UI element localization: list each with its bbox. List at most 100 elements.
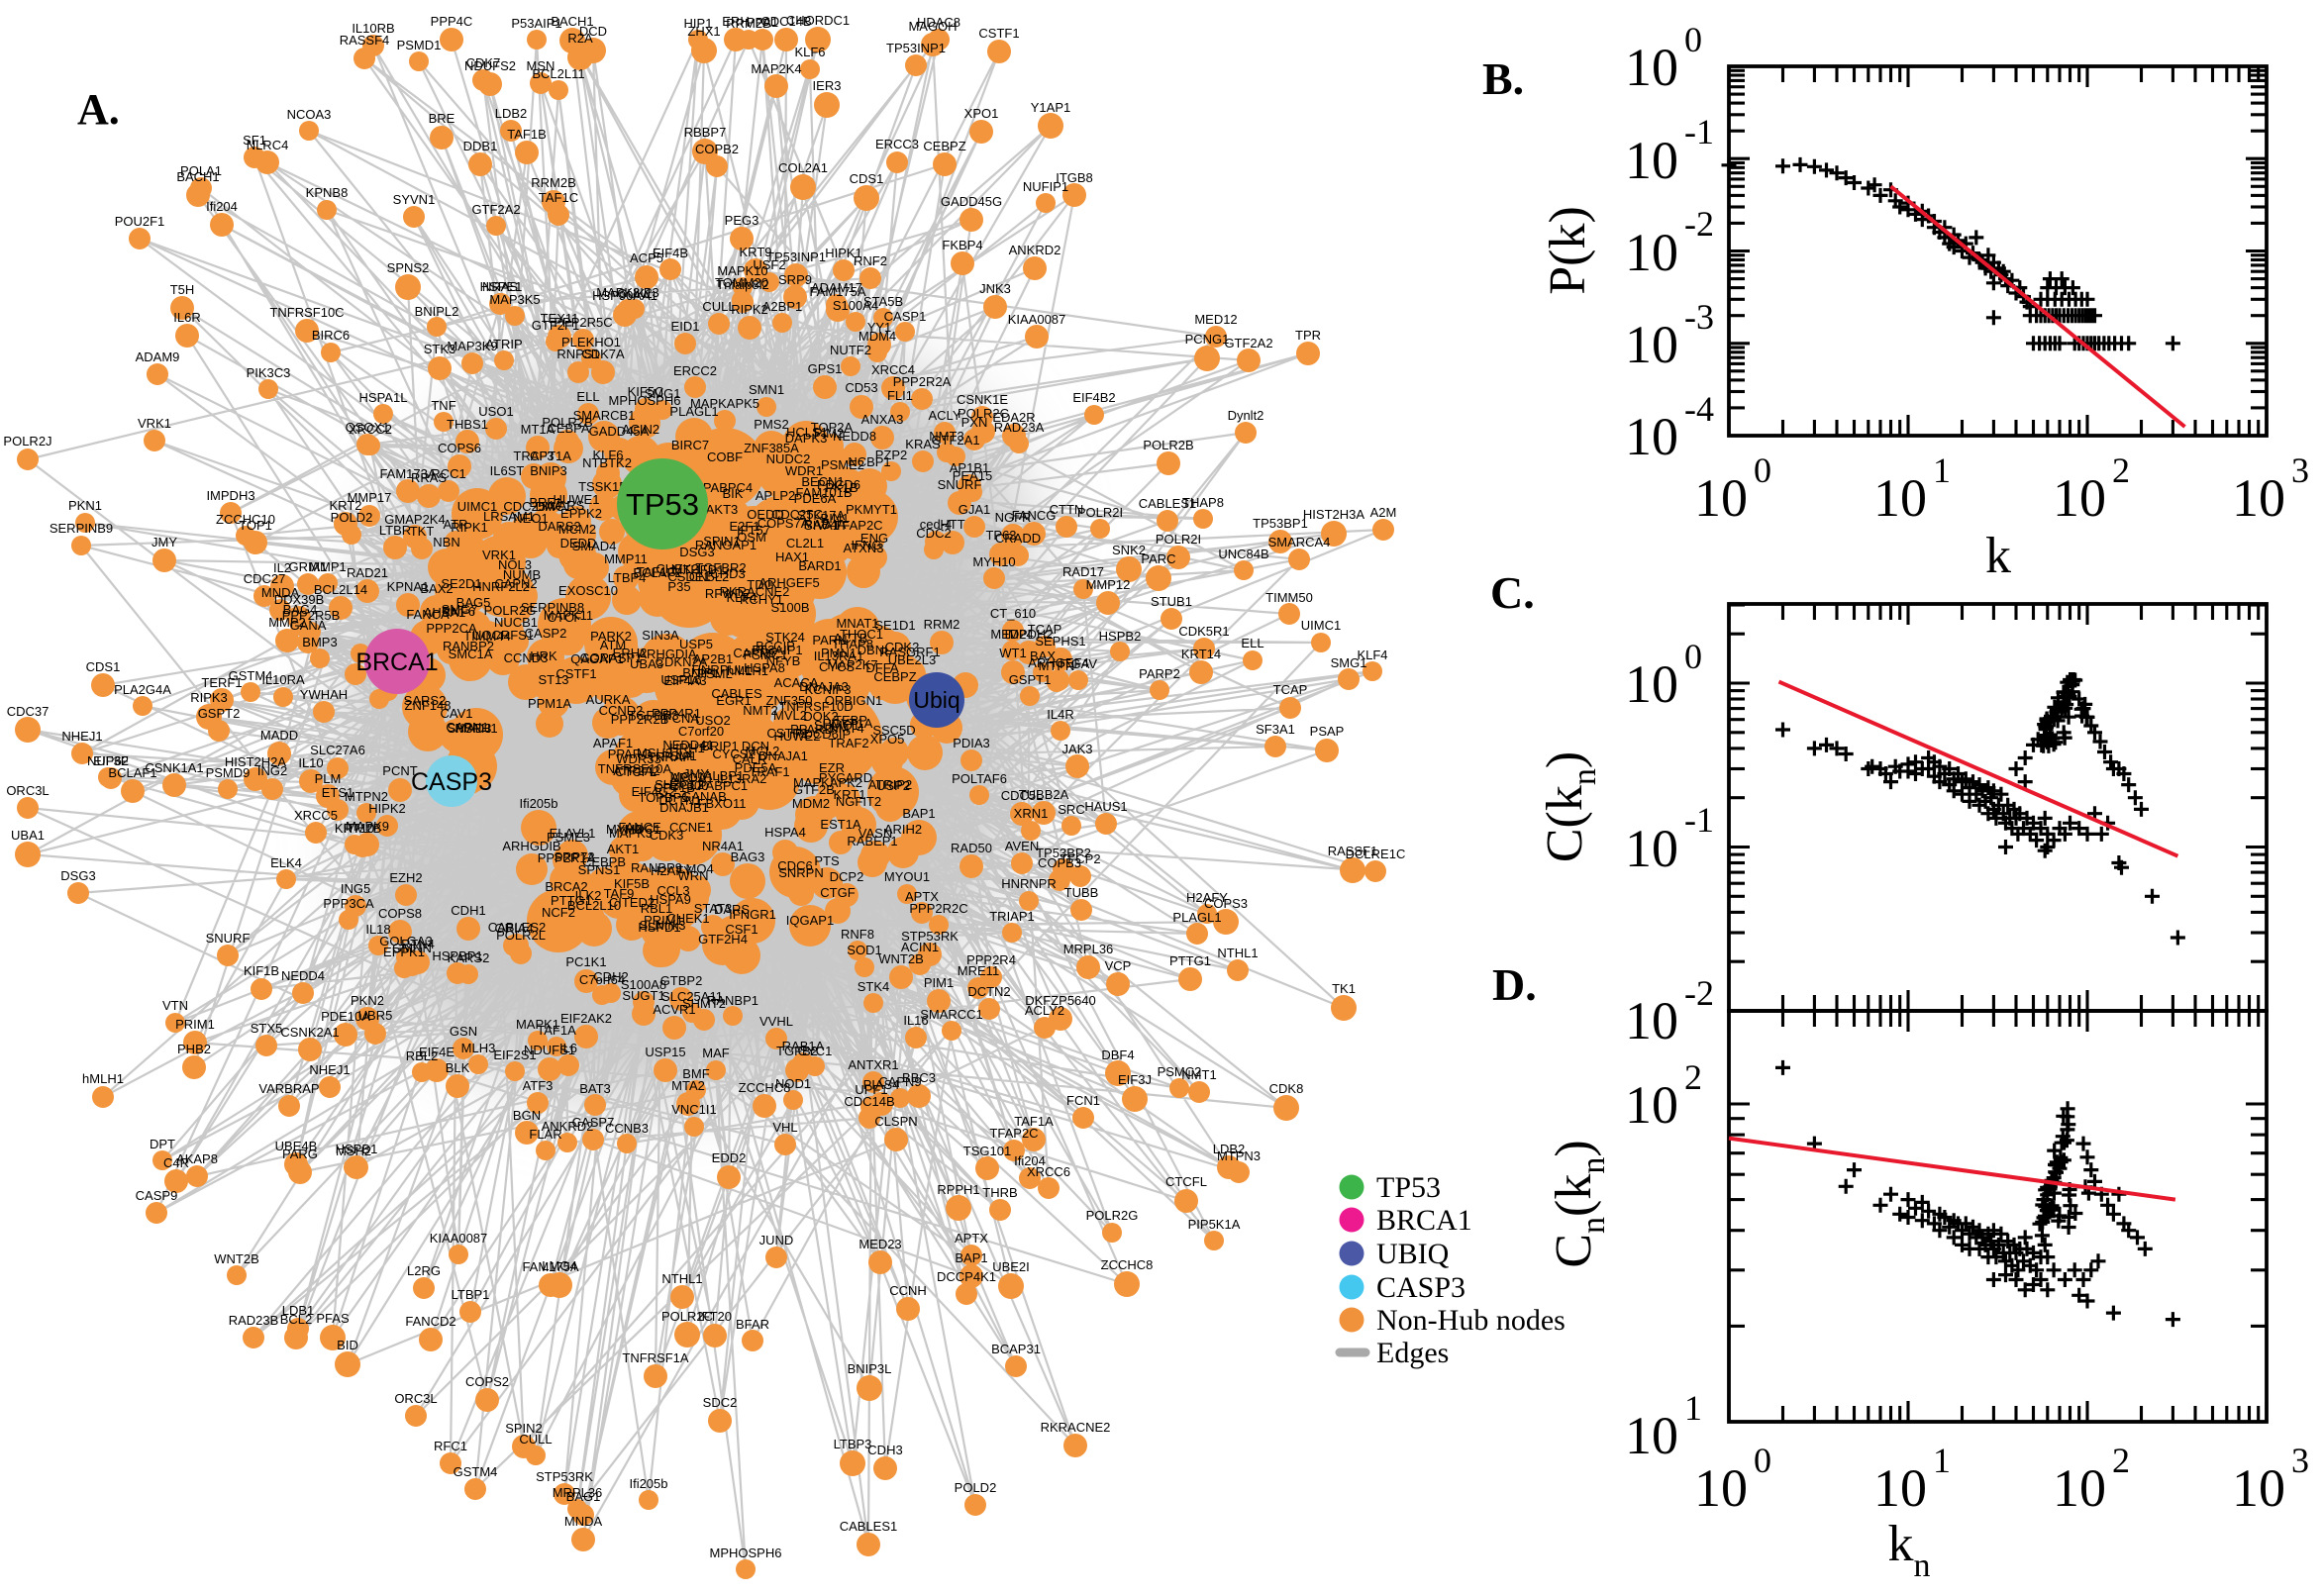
svg-text:ELL: ELL: [576, 389, 599, 404]
svg-text:GJA1: GJA1: [959, 502, 991, 517]
svg-text:FLI1: FLI1: [887, 388, 913, 403]
svg-text:RCHY1: RCHY1: [740, 592, 783, 607]
svg-text:CSNK2A1: CSNK2A1: [280, 1025, 339, 1040]
svg-text:UBE4B: UBE4B: [275, 1139, 318, 1153]
svg-text:CTTN: CTTN: [1050, 502, 1084, 517]
svg-text:SMG7: SMG7: [442, 602, 478, 617]
svg-text:PPP2R2B: PPP2R2B: [611, 712, 669, 727]
svg-text:TUBB2A: TUBB2A: [1019, 787, 1069, 802]
svg-text:GTF2A2: GTF2A2: [1224, 336, 1272, 350]
svg-text:BECN1: BECN1: [801, 474, 844, 489]
svg-text:PSAP: PSAP: [1310, 724, 1345, 739]
svg-text:EIF2AK2: EIF2AK2: [560, 1011, 612, 1026]
svg-text:TK1: TK1: [1332, 981, 1356, 996]
svg-text:PIAS4: PIAS4: [863, 1077, 900, 1092]
svg-text:RBL1: RBL1: [641, 901, 673, 916]
svg-text:POLD2: POLD2: [955, 1480, 997, 1495]
svg-text:TAF9: TAF9: [604, 886, 635, 901]
svg-text:XRCC4: XRCC4: [871, 362, 915, 377]
svg-text:FAM173A: FAM173A: [379, 466, 436, 481]
svg-text:ST13: ST13: [538, 672, 568, 687]
svg-text:CSNK1E: CSNK1E: [957, 392, 1008, 407]
svg-text:PDE10A: PDE10A: [321, 1009, 370, 1024]
svg-text:D.: D.: [1492, 959, 1537, 1010]
svg-text:CSTF1: CSTF1: [556, 666, 596, 681]
svg-text:DCN: DCN: [742, 739, 769, 753]
svg-text:DBNL: DBNL: [858, 643, 892, 657]
svg-text:EIF4B2: EIF4B2: [1072, 390, 1115, 405]
svg-text:CTCFL: CTCFL: [615, 764, 656, 779]
svg-text:PSML: PSML: [697, 666, 732, 681]
svg-text:P53AIP1: P53AIP1: [511, 16, 561, 31]
svg-text:BCLAF2: BCLAF2: [633, 565, 681, 580]
svg-text:ACP5: ACP5: [630, 250, 663, 265]
svg-text:PDE6A: PDE6A: [794, 491, 837, 506]
svg-text:SERPINB8: SERPINB8: [521, 600, 584, 615]
svg-text:CEBPA: CEBPA: [547, 421, 589, 436]
svg-text:PLEKHO1: PLEKHO1: [561, 335, 621, 349]
svg-text:HIPK2: HIPK2: [368, 801, 406, 816]
svg-text:10: 10: [1625, 1406, 1678, 1465]
svg-text:NUP62: NUP62: [87, 753, 129, 768]
svg-text:RANGAP1: RANGAP1: [695, 538, 757, 552]
svg-text:GUK1: GUK1: [617, 286, 652, 301]
svg-text:NMT1: NMT1: [1181, 1067, 1216, 1082]
svg-text:PIM2: PIM2: [814, 426, 844, 441]
svg-text:LMO4: LMO4: [542, 1258, 576, 1273]
svg-text:LDB2: LDB2: [1213, 1142, 1246, 1156]
svg-text:XRCC5: XRCC5: [294, 808, 338, 823]
svg-text:USO2: USO2: [695, 713, 730, 728]
svg-text:ELL: ELL: [1241, 636, 1263, 650]
svg-text:MMP17: MMP17: [348, 490, 392, 505]
svg-text:GRIA1: GRIA1: [288, 559, 327, 574]
svg-text:BID: BID: [337, 1338, 358, 1352]
svg-text:CHEK1: CHEK1: [666, 911, 709, 926]
svg-text:Edges: Edges: [1376, 1337, 1449, 1369]
svg-text:DEDD: DEDD: [560, 536, 597, 550]
svg-text:ANXA3: ANXA3: [861, 412, 904, 427]
svg-text:SDC2: SDC2: [703, 1395, 738, 1410]
svg-text:VHL: VHL: [772, 1120, 797, 1135]
svg-text:CDKN2A: CDKN2A: [656, 654, 708, 669]
svg-text:TNFRSF10C: TNFRSF10C: [269, 305, 344, 320]
svg-text:TRAF2: TRAF2: [828, 736, 868, 750]
svg-text:10: 10: [1694, 1458, 1748, 1518]
svg-text:SRP9: SRP9: [778, 272, 812, 287]
svg-text:DCTN1: DCTN1: [658, 793, 701, 808]
svg-text:SMC1A: SMC1A: [449, 647, 493, 661]
svg-text:PRIM1: PRIM1: [175, 1017, 215, 1032]
svg-text:YY1: YY1: [867, 320, 892, 335]
svg-text:BAP1: BAP1: [902, 806, 935, 821]
svg-text:FAM175A: FAM175A: [522, 1259, 578, 1274]
svg-text:PKN2: PKN2: [351, 993, 384, 1008]
svg-text:ZNF385A: ZNF385A: [744, 441, 799, 455]
svg-text:GANA: GANA: [290, 618, 327, 633]
svg-text:RIPK1: RIPK1: [451, 520, 488, 535]
svg-text:HAUS1: HAUS1: [1084, 799, 1127, 814]
svg-text:ARHGDIB: ARHGDIB: [502, 839, 560, 853]
svg-text:TFAP2C: TFAP2C: [989, 1126, 1038, 1141]
svg-text:ACLY: ACLY: [929, 408, 961, 423]
svg-text:CTCF: CTCF: [548, 610, 582, 625]
svg-text:GSTM4: GSTM4: [454, 1464, 498, 1479]
svg-text:SH3GL2: SH3GL2: [655, 777, 704, 792]
svg-text:PPP2R1A: PPP2R1A: [538, 850, 596, 865]
svg-text:UBA1: UBA1: [11, 828, 45, 843]
svg-text:APTX: APTX: [955, 1231, 988, 1246]
svg-text:ZCCHC10: ZCCHC10: [216, 512, 275, 527]
svg-text:LTBR: LTBR: [379, 523, 411, 538]
svg-text:POLR2C: POLR2C: [958, 406, 1009, 421]
svg-text:PARK2: PARK2: [590, 629, 632, 644]
svg-text:TFAP2C: TFAP2C: [834, 518, 882, 533]
svg-text:CABLES: CABLES: [711, 686, 762, 701]
svg-text:1: 1: [1933, 1441, 1951, 1480]
svg-text:HSPE1: HSPE1: [480, 279, 523, 294]
svg-text:POLR2I: POLR2I: [1077, 505, 1123, 520]
svg-text:BIRC7: BIRC7: [671, 438, 709, 452]
svg-text:KIAA0087: KIAA0087: [1008, 312, 1066, 327]
svg-text:SHMT2: SHMT2: [682, 996, 726, 1011]
svg-text:MMP1: MMP1: [309, 559, 347, 574]
svg-text:GSTM4: GSTM4: [229, 668, 273, 683]
svg-text:PDCD6: PDCD6: [817, 477, 860, 492]
svg-text:HNRPUL1: HNRPUL1: [692, 662, 753, 677]
